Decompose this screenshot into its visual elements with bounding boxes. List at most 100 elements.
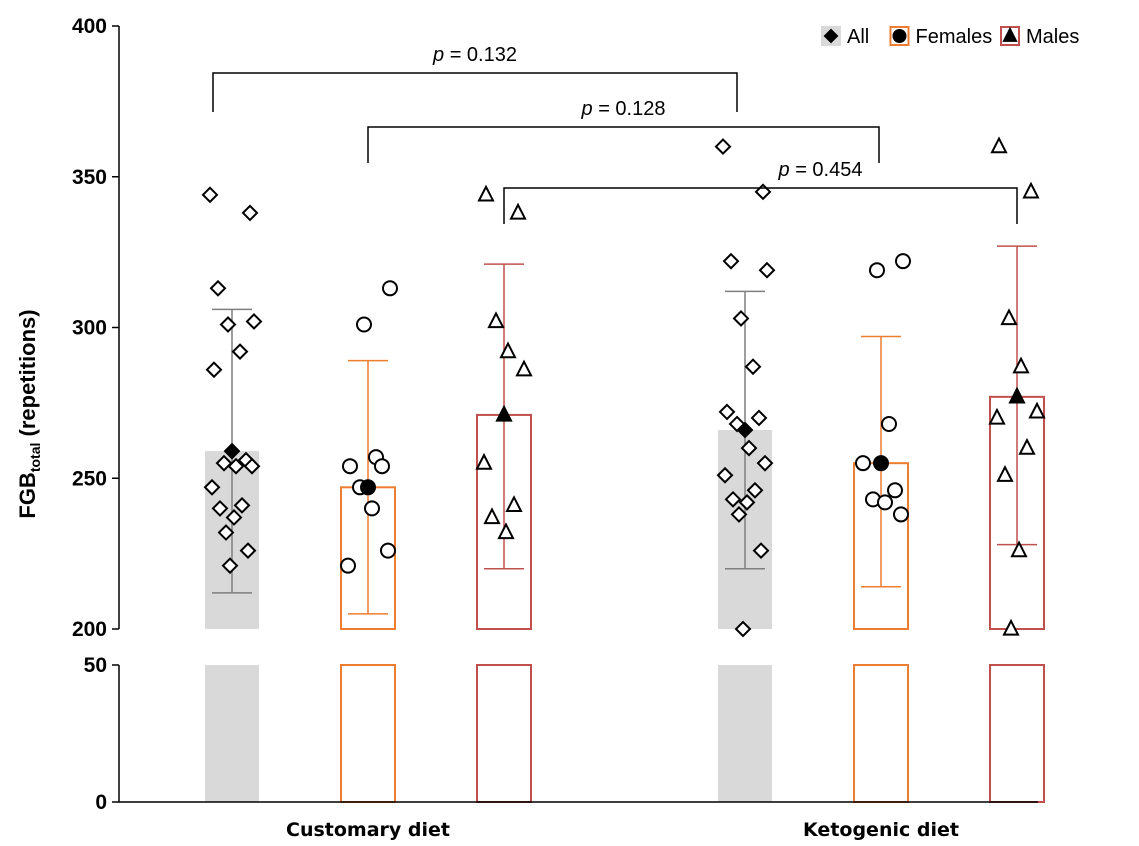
data-point-females	[893, 506, 909, 523]
annotation-layer: p = 0.132 p = 0.128 p = 0.454	[212, 44, 1018, 224]
comparison-bracket	[367, 126, 880, 163]
mean-point-females	[873, 455, 889, 472]
data-point-females	[869, 262, 885, 279]
data-point-all	[750, 409, 768, 427]
data-point-all	[740, 439, 758, 457]
data-point-all	[756, 454, 774, 472]
bar-males-group0-lower	[476, 664, 532, 803]
y-tick-label: 300	[72, 317, 107, 340]
data-point-all	[734, 620, 752, 638]
data-point-males	[515, 359, 533, 377]
bar-all-group1-lower	[718, 665, 772, 802]
comparison-bracket	[212, 72, 738, 112]
data-point-all	[239, 542, 257, 560]
mean-point-males	[1008, 386, 1026, 404]
y-tick-label: 0	[95, 791, 107, 814]
y-tick-label: 250	[72, 467, 107, 490]
data-point-all	[211, 499, 229, 517]
data-point-all	[758, 261, 776, 279]
data-point-males	[475, 452, 493, 470]
data-point-all	[746, 481, 764, 499]
points-layer	[201, 136, 1046, 638]
data-point-males	[996, 464, 1014, 482]
legend-marker-circle-icon	[892, 29, 907, 43]
legend-label: Males	[1026, 26, 1079, 48]
data-point-males	[499, 341, 517, 359]
comparison-bracket	[503, 187, 1018, 224]
data-point-all	[738, 493, 756, 511]
data-point-all	[716, 466, 734, 484]
data-point-males	[497, 522, 515, 540]
legend-label: Females	[916, 26, 993, 48]
data-point-females	[881, 415, 897, 432]
data-point-males	[477, 184, 495, 202]
data-point-males	[483, 507, 501, 525]
data-point-all	[744, 358, 762, 376]
data-point-males	[487, 311, 505, 329]
data-point-males	[1012, 356, 1030, 374]
data-point-all	[245, 313, 263, 330]
data-point-all	[724, 490, 742, 508]
legend-marker-diamond-icon	[823, 28, 839, 44]
mean-point-all	[223, 442, 241, 460]
data-point-females	[356, 316, 372, 333]
bar-females-group1-lower	[853, 664, 909, 803]
y-tick-label: 50	[84, 654, 107, 677]
data-point-all	[754, 183, 772, 201]
bar-males-group1-lower	[989, 664, 1045, 803]
bar-females-group0-lower	[340, 664, 396, 803]
axis-layer: 200 250 300 350 400 0 50 FGBtotal (repetitions)…	[15, 15, 1038, 841]
data-point-females	[380, 542, 396, 559]
data-point-all	[732, 310, 750, 327]
data-point-all	[752, 542, 770, 560]
data-point-males	[1002, 618, 1020, 636]
data-point-all	[225, 509, 243, 526]
legend-label: All	[847, 26, 869, 48]
data-point-all	[205, 361, 223, 379]
data-point-males	[1028, 401, 1046, 419]
data-point-all	[203, 478, 221, 496]
data-point-all	[714, 138, 732, 156]
data-point-all	[227, 457, 245, 475]
y-tick-label: 200	[72, 618, 107, 641]
data-point-females	[855, 455, 871, 472]
data-point-all	[201, 186, 219, 204]
data-point-all	[722, 252, 740, 270]
data-point-all	[221, 557, 239, 575]
bar-all-group0-lower	[205, 665, 259, 802]
data-point-males	[509, 202, 527, 220]
data-point-males	[1010, 540, 1028, 558]
x-category-label: Ketogenic diet	[803, 819, 959, 841]
y-axis-label: FGBtotal (repetitions)	[15, 309, 43, 518]
data-point-all	[243, 457, 261, 475]
legend-entry-females: Females	[889, 26, 993, 48]
data-point-males	[1000, 308, 1018, 326]
mean-point-all	[736, 421, 754, 439]
data-point-females	[340, 557, 356, 574]
legend: All Females Males	[821, 26, 1079, 48]
legend-entry-males: Males	[1000, 26, 1079, 48]
y-tick-label: 350	[72, 166, 107, 189]
data-point-males	[1018, 437, 1036, 455]
data-point-all	[730, 506, 748, 523]
data-point-females	[887, 482, 903, 499]
bars-layer	[205, 245, 1045, 803]
data-point-females	[342, 458, 358, 475]
data-point-females	[382, 280, 398, 297]
legend-entry-all: All	[821, 26, 869, 48]
data-point-all	[209, 279, 227, 297]
legend-marker-triangle-icon	[1002, 26, 1018, 42]
x-category-label: Customary diet	[286, 819, 450, 841]
data-point-males	[1022, 181, 1040, 199]
p-value-label: p = 0.132	[432, 44, 517, 66]
data-point-all	[241, 204, 259, 222]
data-point-males	[505, 495, 523, 513]
data-point-all	[231, 343, 249, 361]
data-point-all	[219, 316, 237, 333]
data-point-all	[233, 496, 251, 514]
data-point-females	[895, 253, 911, 270]
data-point-all	[217, 524, 235, 541]
data-point-females	[877, 494, 893, 511]
y-tick-label: 400	[72, 15, 107, 38]
